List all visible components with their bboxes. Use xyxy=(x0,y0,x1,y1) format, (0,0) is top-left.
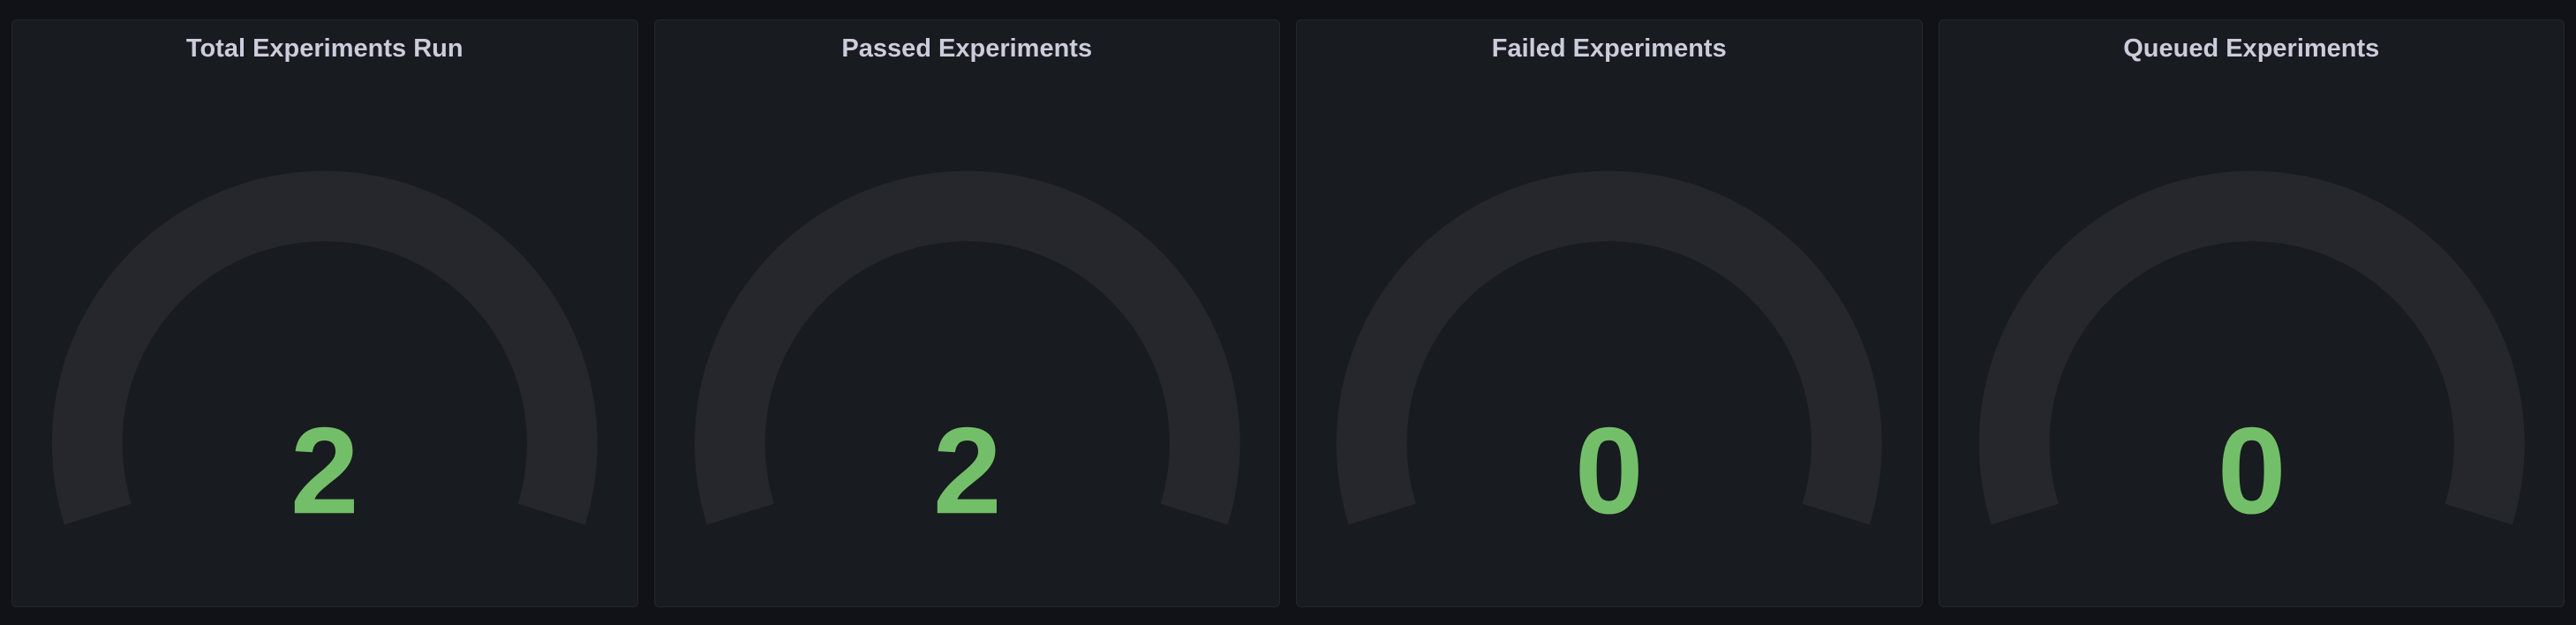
panel-title: Failed Experiments xyxy=(1491,34,1727,63)
panel-title: Queued Experiments xyxy=(2123,34,2380,63)
gauge-track-arc xyxy=(1336,170,1882,525)
gauge-track-arc xyxy=(694,170,1240,525)
panel-title: Passed Experiments xyxy=(841,34,1093,63)
gauge: 0 xyxy=(1978,170,2525,539)
gauge: 2 xyxy=(51,170,598,539)
gauge-value: 2 xyxy=(932,402,1001,539)
gauge-value: 0 xyxy=(1575,402,1644,539)
panel-failed-experiments: Failed Experiments 0 xyxy=(1296,19,1923,607)
panel-header[interactable]: Total Experiments Run xyxy=(12,20,637,77)
panel-header[interactable]: Failed Experiments xyxy=(1297,20,1922,77)
gauge: 2 xyxy=(694,170,1240,539)
panel-total-experiments-run: Total Experiments Run 2 xyxy=(11,19,638,607)
gauge-value: 0 xyxy=(2217,402,2286,539)
panel-passed-experiments: Passed Experiments 2 xyxy=(653,19,1280,607)
panel-header[interactable]: Passed Experiments xyxy=(655,20,1280,77)
panel-queued-experiments: Queued Experiments 0 xyxy=(1938,19,2565,607)
gauge-track-arc xyxy=(1978,170,2525,525)
gauge-value: 2 xyxy=(290,402,359,539)
gauge-track-arc xyxy=(51,170,598,525)
panel-title: Total Experiments Run xyxy=(185,34,463,63)
panel-header[interactable]: Queued Experiments xyxy=(1940,20,2565,77)
gauge: 0 xyxy=(1336,170,1882,539)
